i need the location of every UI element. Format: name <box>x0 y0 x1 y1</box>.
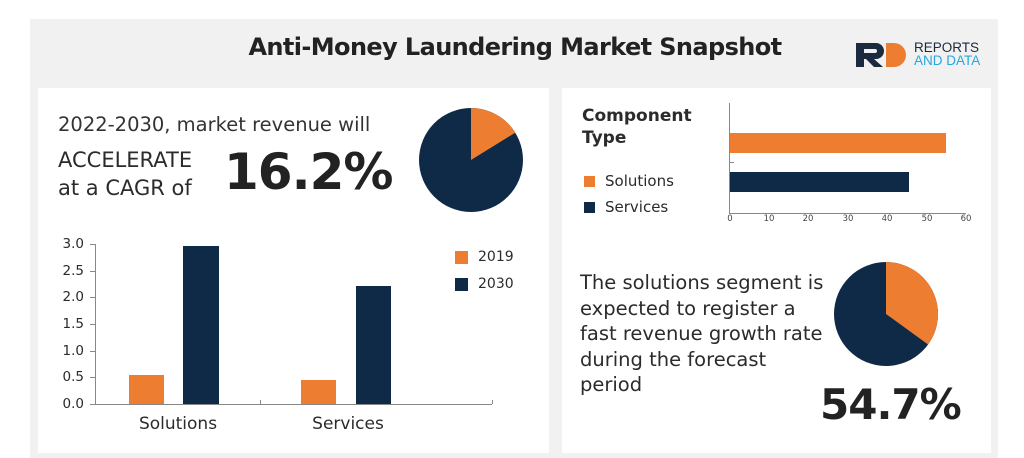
legend-item-solutions: Solutions <box>584 172 674 190</box>
accelerate-line-2: at a CAGR of <box>58 176 192 200</box>
legend-item-2019: 2019 <box>455 249 514 265</box>
legend-label: 2030 <box>478 276 514 292</box>
revenue-bar-chart: 3.0 2.5 2.0 1.5 1.0 0.5 0.0 Solutions Se… <box>38 233 549 453</box>
x-tick: 50 <box>921 214 933 224</box>
legend-item-2030: 2030 <box>455 276 514 292</box>
y-tick: 0.0 <box>62 396 84 412</box>
legend-swatch-orange <box>455 250 468 264</box>
bar-solutions-2030 <box>183 245 219 404</box>
hbar-services <box>730 172 909 192</box>
cagr-pie-chart <box>419 108 523 212</box>
reports-and-data-logo: REPORTS AND DATA <box>856 40 980 68</box>
solutions-share-value: 54.7% <box>820 380 962 429</box>
title-line-1: Component <box>582 106 692 126</box>
legend-swatch-orange <box>584 175 595 187</box>
x-tick: 40 <box>881 214 893 224</box>
y-tick: 0.5 <box>62 369 84 385</box>
y-tick: 1.0 <box>62 343 84 359</box>
hbar-solutions <box>730 133 947 153</box>
solutions-share-pie-chart <box>834 262 938 366</box>
growth-description: The solutions segment is expected to reg… <box>580 271 824 396</box>
tick-mark <box>90 351 95 352</box>
category-label-services: Services <box>312 414 384 434</box>
tick-mark <box>90 324 95 325</box>
x-axis-line <box>729 213 966 214</box>
legend-label: 2019 <box>478 249 514 265</box>
bar-services-2030 <box>356 286 391 404</box>
title-line-2: Type <box>582 128 627 148</box>
bar-services-2019 <box>301 380 336 404</box>
x-tick: 0 <box>727 214 733 224</box>
tick-mark <box>90 271 95 272</box>
y-axis-line <box>95 244 96 404</box>
y-tick: 2.5 <box>62 263 84 279</box>
page-title: Anti-Money Laundering Market Snapshot <box>248 33 782 61</box>
x-axis-line <box>95 404 492 405</box>
tick-mark <box>492 400 493 404</box>
y-tick: 2.0 <box>62 289 84 305</box>
accelerate-text: ACCELERATE at a CAGR of <box>58 146 192 202</box>
legend-label: Solutions <box>605 172 674 190</box>
category-label-solutions: Solutions <box>138 414 218 434</box>
lead-text: 2022-2030, market revenue will <box>58 113 371 136</box>
component-type-title: Component Type <box>582 105 692 149</box>
y-tick: 1.5 <box>62 316 84 332</box>
tick-mark <box>260 400 261 404</box>
tick-mark <box>90 404 95 405</box>
x-tick: 30 <box>842 214 854 224</box>
rd-logo-icon <box>856 43 906 67</box>
x-tick: 60 <box>960 214 972 224</box>
accelerate-line-1: ACCELERATE <box>58 148 193 172</box>
x-tick: 10 <box>763 214 775 224</box>
tick-mark <box>90 297 95 298</box>
tick-mark <box>729 162 734 163</box>
tick-mark <box>90 244 95 245</box>
component-type-card: Component Type Solutions Services 0 10 2… <box>562 88 991 453</box>
legend-swatch-navy <box>455 277 468 291</box>
legend-item-services: Services <box>584 198 668 216</box>
y-axis-line <box>729 103 730 213</box>
cagr-card: 2022-2030, market revenue will ACCELERAT… <box>38 88 549 453</box>
bar-solutions-2019 <box>129 375 164 404</box>
x-tick: 20 <box>802 214 814 224</box>
logo-text-and-data: AND DATA <box>914 53 981 68</box>
y-tick: 3.0 <box>62 236 84 252</box>
logo-text-reports: REPORTS <box>914 40 980 55</box>
tick-mark <box>90 377 95 378</box>
legend-label: Services <box>605 198 669 216</box>
legend-swatch-navy <box>584 201 595 213</box>
cagr-value: 16.2% <box>224 143 393 201</box>
